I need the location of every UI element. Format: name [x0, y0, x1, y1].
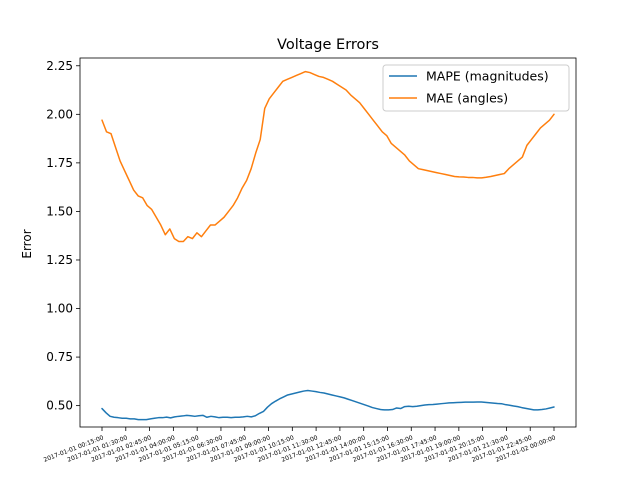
y-tick-label: 1.50	[46, 204, 73, 218]
series-line-mae	[101, 70, 555, 243]
y-tick-label: 2.25	[46, 59, 73, 73]
y-tick-label: 2.00	[46, 107, 73, 121]
y-tick-label: 1.25	[46, 253, 73, 267]
series-lines	[101, 70, 555, 421]
series-line-mape	[101, 389, 555, 421]
legend: MAPE (magnitudes) MAE (angles)	[382, 64, 570, 112]
chart-title: Voltage Errors	[277, 37, 379, 53]
legend-entry: MAE (angles)	[426, 91, 508, 106]
y-axis-label: Error	[20, 229, 34, 258]
y-tick-label: 0.50	[46, 399, 73, 413]
y-axis-ticks: 0.50 0.75 1.00 1.25 1.50 1.75 2.00 2.25	[46, 59, 80, 413]
legend-box	[382, 64, 570, 112]
plot-frame	[79, 57, 577, 428]
y-tick-label: 0.75	[46, 350, 73, 364]
legend-entry: MAPE (magnitudes)	[426, 69, 549, 84]
y-tick-label: 1.75	[46, 156, 73, 170]
y-tick-label: 1.00	[46, 302, 73, 316]
